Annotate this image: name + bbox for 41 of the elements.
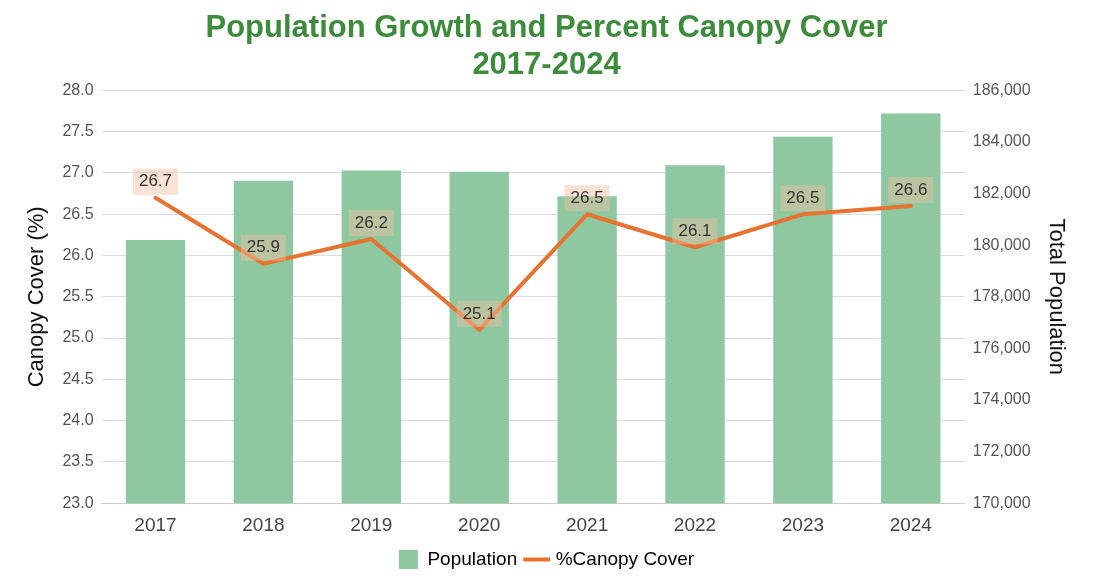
chart-title: Population Growth and Percent Canopy Cover 2017-2024 [205,9,888,82]
data-label: 25.9 [246,237,280,257]
y-tick-label: 24.0 [62,411,94,429]
data-label: 26.5 [786,187,820,207]
legend-label: %Canopy Cover [555,547,695,569]
data-label: 26.5 [570,187,604,207]
y2-tick-label: 176,000 [972,338,1031,356]
y2-axis-title: Total Population [1044,218,1070,376]
y-tick-label: 23.0 [62,493,94,511]
x-tick-label: 2022 [673,513,717,535]
y2-tick-label: 182,000 [972,184,1031,202]
data-label: 26.1 [678,220,712,240]
y2-tick-label: 170,000 [972,493,1031,511]
y-axis-title: Canopy Cover (%) [23,206,49,388]
y-tick-label: 27.5 [62,122,94,140]
y-tick-label: 27.0 [62,163,94,181]
y2-tick-label: 184,000 [972,132,1031,150]
y2-tick-label: 186,000 [972,80,1031,98]
x-tick-label: 2023 [781,513,825,535]
y-tick-label: 25.5 [62,287,94,305]
y-tick-label: 23.5 [62,452,94,470]
y2-tick-label: 174,000 [972,390,1031,408]
y-tick-label: 25.0 [62,328,94,346]
y2-tick-label: 180,000 [972,235,1031,253]
x-tick-label: 2020 [458,513,501,535]
data-label: 25.1 [462,303,496,323]
y-tick-label: 26.5 [62,204,94,222]
data-label: 26.6 [894,179,928,199]
legend-label: Population [427,547,518,569]
y-tick-label: 28.0 [62,80,94,98]
x-tick-label: 2017 [134,513,177,535]
y-tick-label: 24.5 [62,369,94,387]
x-tick-label: 2021 [565,513,609,535]
x-tick-label: 2018 [242,513,285,535]
y2-tick-label: 172,000 [972,442,1031,460]
x-tick-label: 2019 [350,513,393,535]
y2-tick-label: 178,000 [972,287,1031,305]
x-tick-label: 2024 [889,513,933,535]
data-label: 26.7 [138,171,173,191]
y-tick-label: 26.0 [62,245,94,263]
data-label: 26.2 [354,212,388,232]
